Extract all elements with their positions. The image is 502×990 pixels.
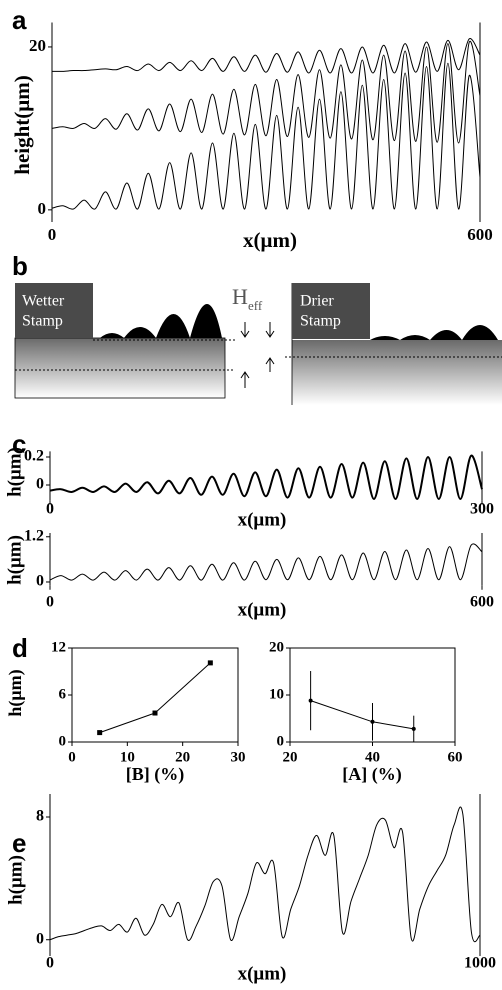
x-tick-label: 30: [231, 749, 246, 765]
marker: [152, 710, 158, 716]
bumps: [100, 304, 222, 338]
stamp-text: Stamp: [22, 313, 63, 330]
y-tick-label: 20: [29, 36, 46, 55]
y-tick-label: 8: [36, 808, 44, 825]
y-tick-label: 12: [51, 639, 66, 655]
y-axis-label: h(μm): [4, 535, 25, 585]
data-line: [310, 700, 414, 730]
x-axis-label: x(μm): [238, 509, 287, 530]
panel-label: a: [12, 5, 27, 35]
panel-label: b: [12, 251, 28, 281]
marker: [370, 719, 375, 724]
x-axis-label: x(μm): [243, 228, 297, 252]
arrow: [265, 357, 275, 372]
y-axis-label: height(μm): [10, 75, 34, 174]
arrow: [240, 322, 250, 338]
stamp: [292, 283, 370, 339]
x-tick-label: 10: [120, 749, 135, 765]
x-tick-label: 20: [283, 749, 298, 765]
y-axis-label: h(μm): [5, 855, 26, 905]
gap-label: H: [232, 284, 248, 309]
data-line: [49, 454, 483, 501]
x-tick-label: 600: [467, 225, 493, 244]
y-tick-label: 0: [59, 733, 67, 749]
stamp-text: Wetter: [22, 293, 65, 310]
stamp: [15, 283, 93, 338]
stamp-text: Drier: [300, 293, 334, 310]
x-tick-label: 20: [175, 749, 190, 765]
x-tick-label: 0: [48, 225, 57, 244]
y-tick-label: 6: [59, 686, 67, 702]
x-axis-label: [B] (%): [126, 764, 184, 785]
x-tick-label: 1000: [464, 955, 496, 972]
data-line: [51, 38, 481, 74]
x-tick-label: 0: [46, 501, 54, 518]
x-tick-label: 0: [68, 749, 76, 765]
y-tick-label: 20: [269, 639, 284, 655]
arrow: [240, 371, 250, 388]
panel-label: c: [12, 429, 26, 459]
x-tick-label: 0: [46, 955, 54, 972]
marker: [308, 698, 313, 703]
panel-label: d: [12, 633, 28, 663]
y-tick-label: 0: [36, 930, 44, 947]
panel-b: b Wetter Stamp H eff Drier Stamp: [12, 251, 502, 405]
x-tick-label: 300: [470, 501, 494, 518]
substrate: [292, 340, 502, 405]
panel-label: e: [12, 828, 26, 858]
y-tick-label: 1.2: [24, 527, 44, 544]
y-tick-label: 0: [36, 476, 44, 493]
plot-frame: [71, 647, 239, 743]
arrow: [265, 322, 275, 338]
x-axis-label: [A] (%): [342, 764, 401, 785]
gap-label-sub: eff: [248, 298, 263, 313]
y-tick-label: 0: [38, 199, 47, 218]
data-line: [49, 806, 481, 943]
bumps: [370, 325, 498, 340]
x-axis-label: x(μm): [238, 963, 287, 984]
x-tick-label: 60: [448, 749, 463, 765]
marker: [207, 660, 213, 666]
x-tick-label: 0: [46, 594, 54, 611]
x-tick-label: 40: [365, 749, 380, 765]
marker: [97, 730, 103, 736]
y-axis-label: h(μm): [5, 669, 26, 716]
y-tick-label: 0: [36, 573, 44, 590]
stamp-text: Stamp: [300, 313, 341, 330]
marker: [411, 726, 416, 731]
y-tick-label: 0: [277, 733, 285, 749]
data-line: [99, 662, 211, 734]
substrate: [14, 337, 226, 399]
x-tick-label: 600: [470, 594, 494, 611]
y-axis-label: h(μm): [4, 447, 25, 497]
data-line: [49, 543, 483, 581]
x-axis-label: x(μm): [238, 599, 287, 620]
data-line: [51, 62, 481, 210]
y-tick-label: 10: [269, 686, 284, 702]
y-tick-label: 0.2: [24, 448, 44, 465]
data-line: [51, 41, 481, 144]
